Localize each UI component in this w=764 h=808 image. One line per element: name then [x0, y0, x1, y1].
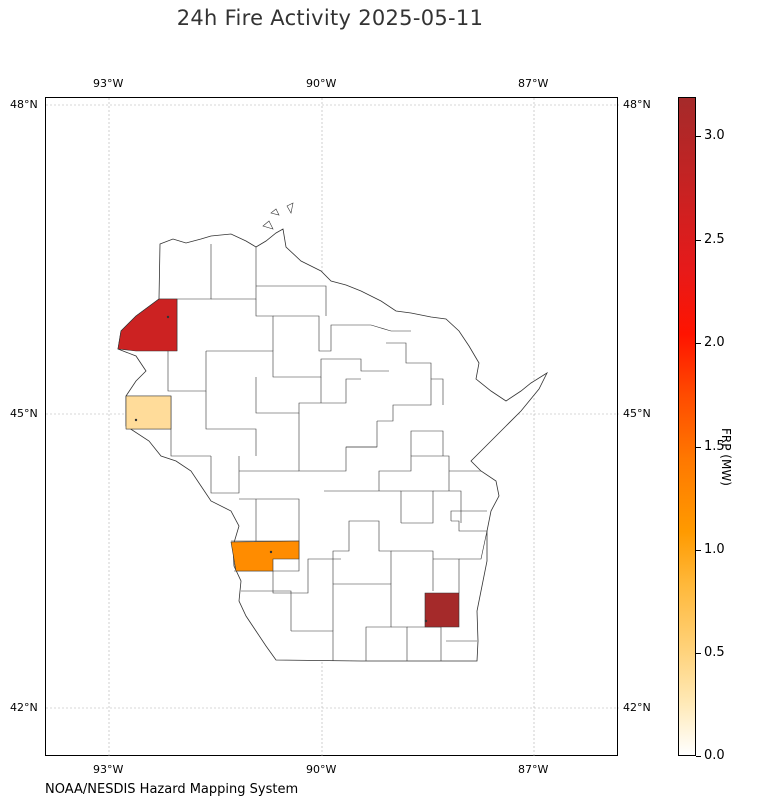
cb-tick-1_0	[696, 550, 701, 551]
fire-county-northwest	[117, 298, 178, 352]
colorbar-tick-label-3: 1.5	[704, 439, 725, 454]
fire-county-southwest	[230, 540, 300, 572]
colorbar	[678, 97, 696, 756]
cb-tick-1_5	[696, 447, 701, 448]
lat-tick-right-48: 48°N	[623, 98, 651, 111]
cb-tick-2_0	[696, 343, 701, 344]
colorbar-tick-label-0: 0.0	[704, 748, 725, 763]
lon-tick-top-87: 87°W	[518, 77, 549, 90]
lon-tick-top-93: 93°W	[93, 77, 124, 90]
lat-tick-right-42: 42°N	[623, 701, 651, 714]
lon-tick-bottom-87: 87°W	[518, 763, 549, 776]
source-credit: NOAA/NESDIS Hazard Mapping System	[45, 782, 299, 797]
lat-tick-left-48: 48°N	[10, 98, 38, 111]
cb-tick-3_0	[696, 136, 701, 137]
fire-county-west-central	[125, 395, 172, 430]
lon-tick-top-90: 90°W	[306, 77, 337, 90]
cb-tick-2_5	[696, 240, 701, 241]
colorbar-tick-label-2: 1.0	[704, 542, 725, 557]
lat-tick-left-45: 45°N	[10, 407, 38, 420]
colorbar-tick-label-4: 2.0	[704, 335, 725, 350]
cb-tick-0_5	[696, 653, 701, 654]
colorbar-tick-label-1: 0.5	[704, 645, 725, 660]
islands	[262, 202, 294, 230]
lat-tick-left-42: 42°N	[10, 701, 38, 714]
wisconsin-map[interactable]	[46, 98, 619, 757]
colorbar-tick-label-5: 2.5	[704, 232, 725, 247]
map-title: 24h Fire Activity 2025-05-11	[176, 6, 484, 30]
lon-tick-bottom-93: 93°W	[93, 763, 124, 776]
colorbar-tick-label-6: 3.0	[704, 128, 725, 143]
fire-county-southeast	[424, 592, 460, 628]
fire-detection-points	[134, 315, 428, 623]
state-outline	[117, 228, 548, 662]
cb-tick-0	[696, 756, 701, 757]
colorbar-title: FRP (MW)	[719, 428, 733, 486]
map-panel[interactable]	[45, 97, 619, 757]
lat-tick-right-45: 45°N	[623, 407, 651, 420]
lon-tick-bottom-90: 90°W	[306, 763, 337, 776]
